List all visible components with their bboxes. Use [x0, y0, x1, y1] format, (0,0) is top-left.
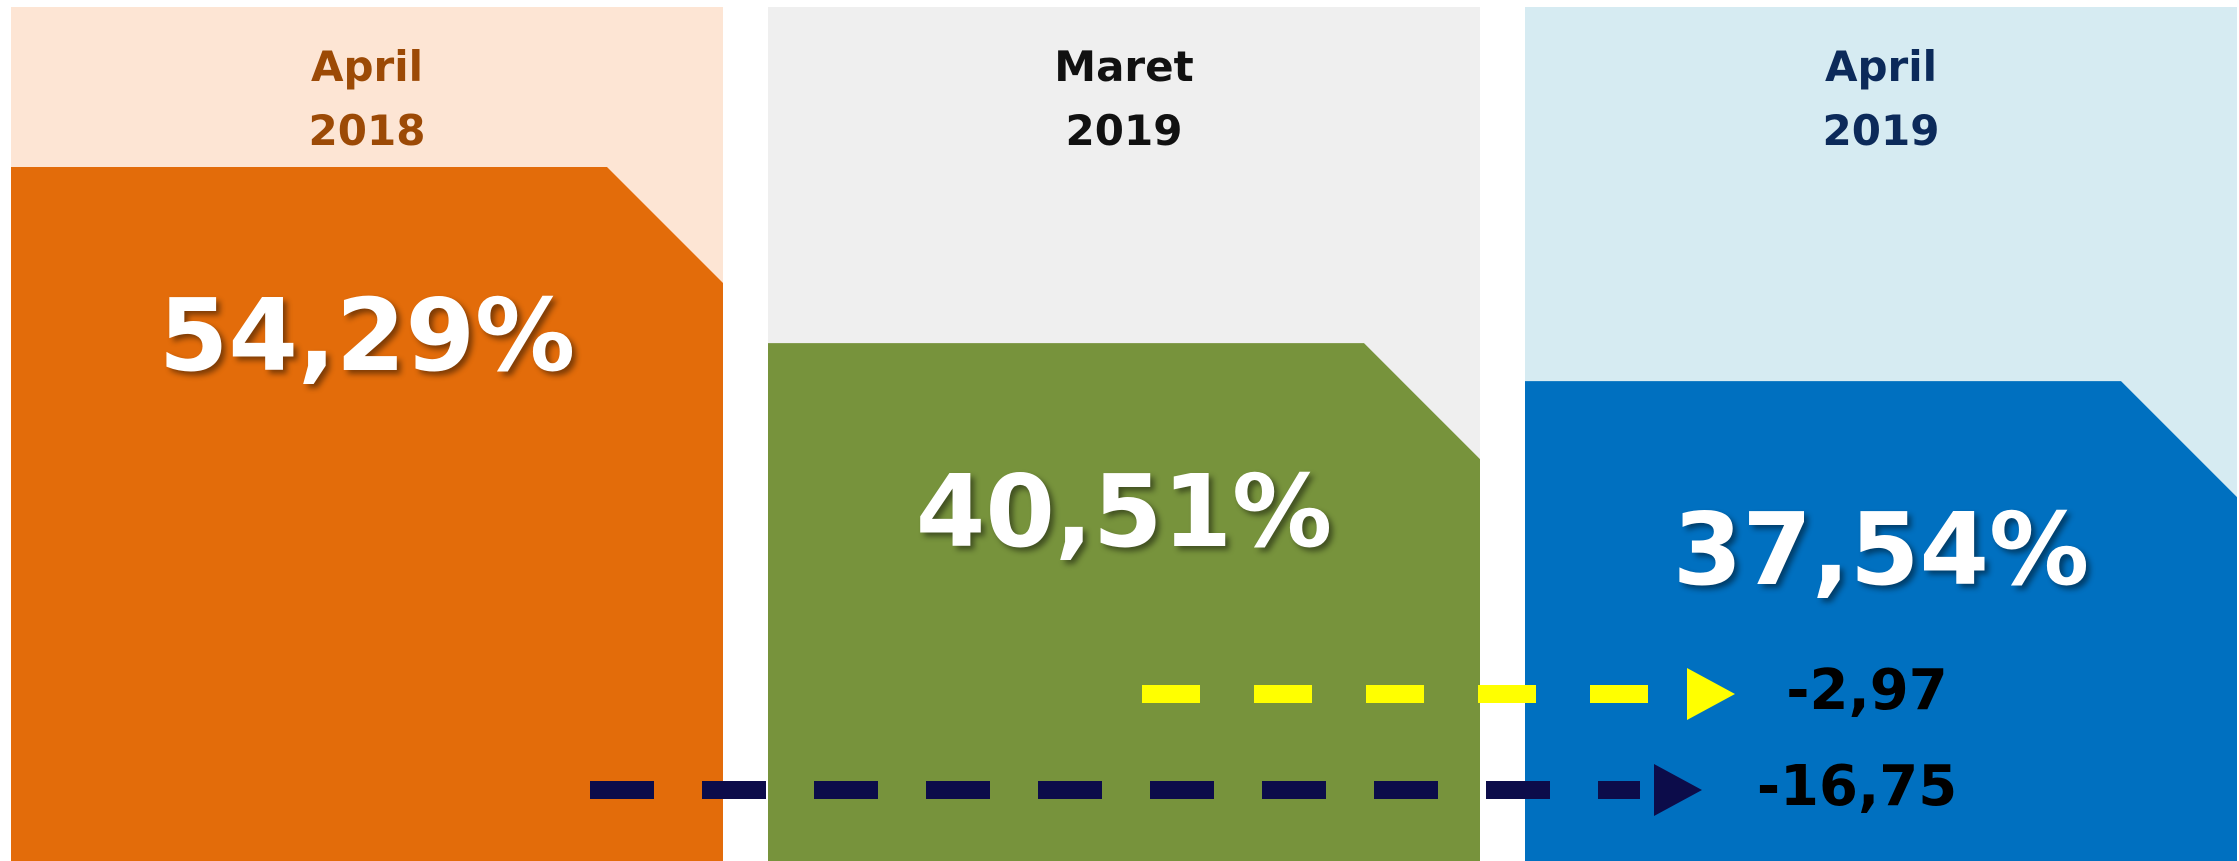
column-header: Maret 2019 — [1054, 42, 1194, 155]
column: April 2019 37,54% — [1525, 7, 2237, 861]
arrow-head — [1687, 668, 1735, 720]
value-label: 54,29% — [158, 277, 576, 394]
column-header: April 2018 — [308, 42, 426, 155]
bar: 40,51% — [768, 343, 1480, 861]
column: Maret 2019 40,51% — [768, 7, 1480, 861]
column-header: April 2019 — [1822, 42, 1940, 155]
arrow-head — [1654, 764, 1702, 816]
bar: 37,54% — [1525, 381, 2237, 861]
change-label: -2,97 — [1786, 658, 1947, 723]
value-label: 40,51% — [915, 453, 1333, 571]
value-label: 37,54% — [1672, 491, 2090, 609]
bar: 54,29% — [11, 167, 723, 861]
change-label: -16,75 — [1757, 754, 1957, 819]
column: April 2018 54,29% — [11, 7, 723, 861]
